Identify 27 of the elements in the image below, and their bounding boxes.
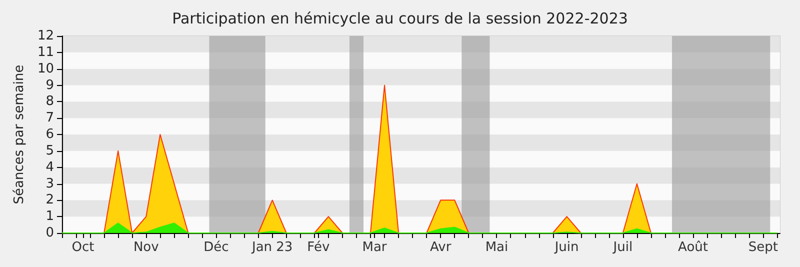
x-tick-label: Juil — [612, 240, 633, 255]
y-tick-label: 7 — [46, 110, 54, 126]
y-tick-label: 12 — [37, 28, 54, 44]
y-tick-label: 4 — [46, 160, 54, 175]
x-tick-label: Nov — [133, 240, 160, 255]
y-tick-label: 0 — [46, 226, 54, 240]
x-tick-label: Août — [678, 240, 708, 255]
y-tick-label: 2 — [46, 192, 54, 208]
x-tick-label: Mar — [362, 240, 388, 255]
x-tick-label: Mai — [485, 240, 508, 255]
x-tick-label: Avr — [430, 240, 452, 255]
y-tick-label: 9 — [46, 78, 54, 93]
y-tick-label: 10 — [37, 61, 54, 76]
x-tick-label: Juin — [554, 240, 579, 255]
y-tick-label: 5 — [46, 143, 54, 158]
y-tick-label: 3 — [46, 176, 54, 192]
x-tick-label: Fév — [307, 240, 330, 255]
y-tick-label: 6 — [46, 127, 54, 142]
x-tick-label: Jan 23 — [250, 240, 293, 255]
x-tick-label: Oct — [72, 240, 94, 255]
x-tick-label: Déc — [204, 240, 229, 255]
y-axis-title: Séances par semaine — [12, 64, 27, 204]
x-tick-label: Sept — [748, 240, 778, 255]
chart-title: Participation en hémicycle au cours de la session 2022-2023 — [172, 10, 628, 28]
y-tick-label: 8 — [46, 94, 54, 110]
y-tick-label: 1 — [46, 209, 54, 224]
y-tick-label: 11 — [37, 44, 54, 60]
